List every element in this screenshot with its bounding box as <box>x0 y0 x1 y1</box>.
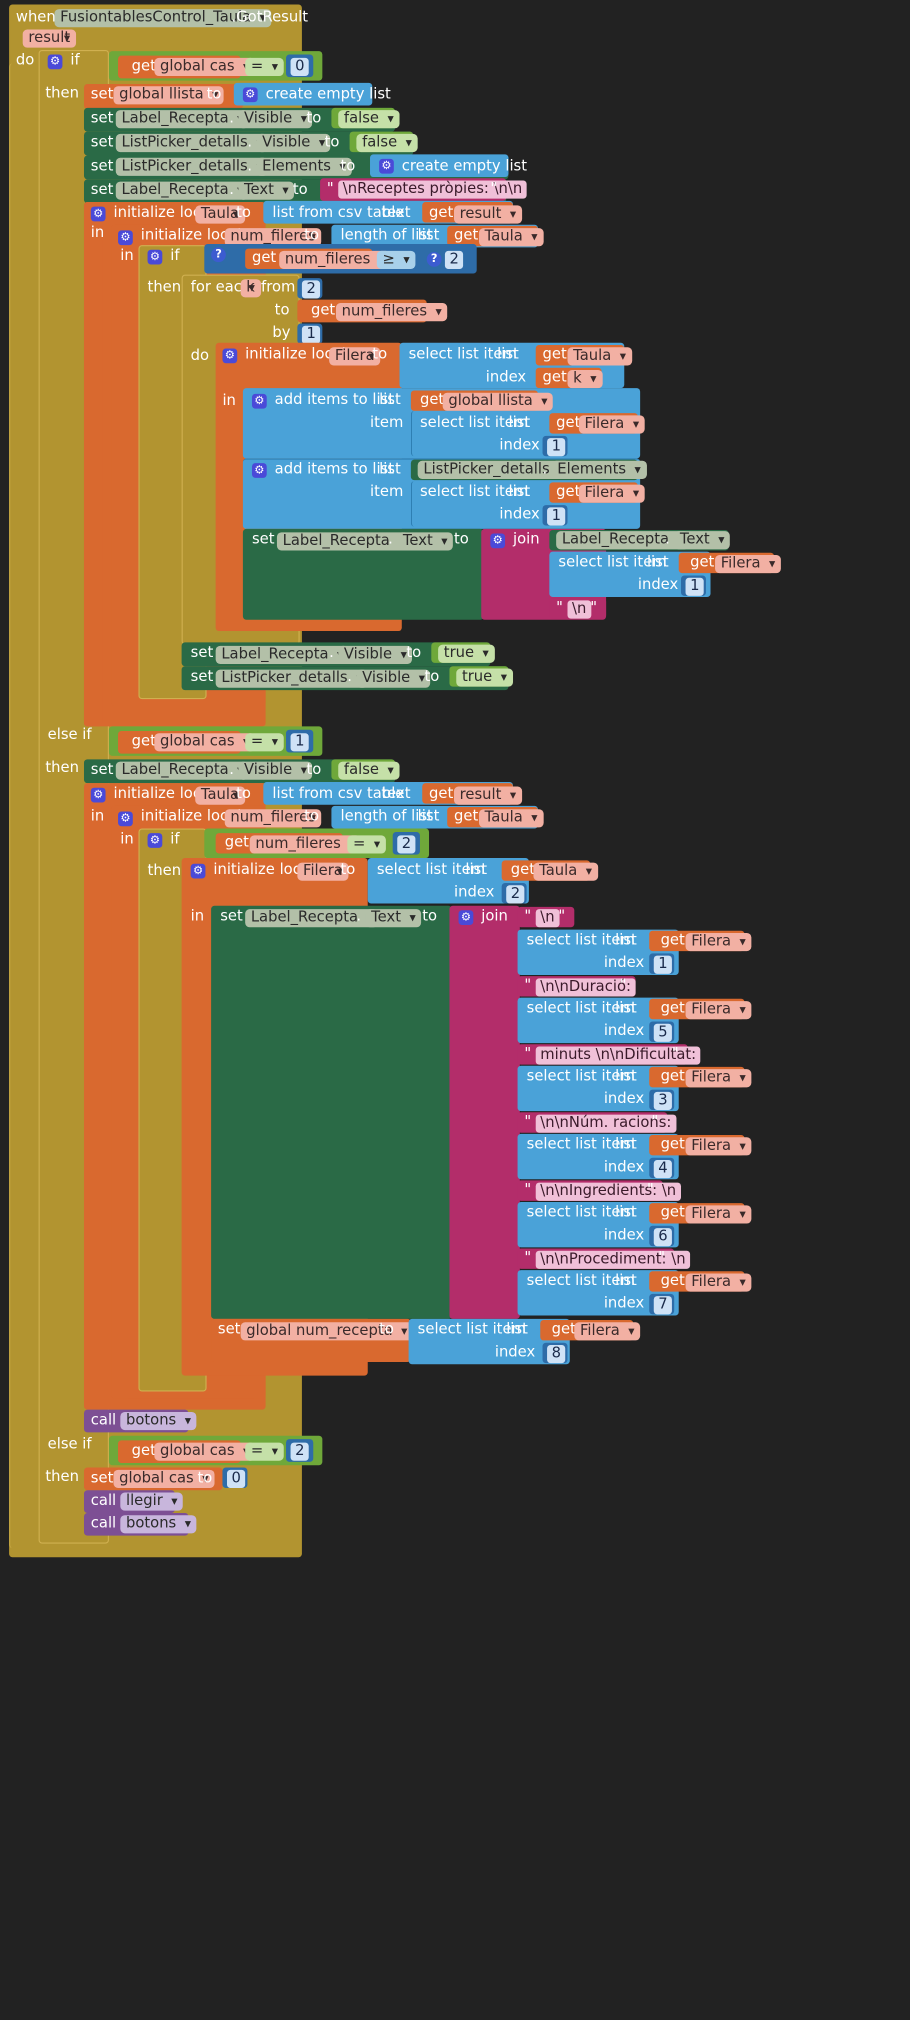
gear-icon[interactable]: ⚙ <box>90 787 106 803</box>
gear-icon[interactable]: ⚙ <box>251 393 267 409</box>
else-if-label-2: else if <box>47 1435 92 1453</box>
global-cas-dropdown[interactable]: global cas <box>154 57 256 77</box>
gte-dropdown[interactable]: ≥ <box>376 250 416 269</box>
gear-icon[interactable]: ⚙ <box>47 54 63 70</box>
equals-dropdown[interactable]: = <box>245 57 284 77</box>
then-label: then <box>45 85 79 103</box>
event-name: .GotResult <box>231 9 309 27</box>
gear-icon[interactable]: ⚙ <box>490 533 506 549</box>
component-dropdown[interactable]: FusiontablesControl_Taula <box>54 9 272 28</box>
gear-icon[interactable]: ⚙ <box>379 158 394 174</box>
string-receptes[interactable]: \nReceptes pròpies: \n\n <box>338 180 527 199</box>
gear-icon[interactable]: ⚙ <box>147 249 163 265</box>
do-label: do <box>15 52 35 70</box>
gear-icon[interactable]: ⚙ <box>242 87 258 103</box>
set-label-text-join-2[interactable] <box>211 905 452 1319</box>
else-if-label-1: else if <box>47 726 92 744</box>
when-label: when <box>15 9 56 27</box>
question-icon[interactable]: ? <box>211 247 226 263</box>
gear-icon[interactable]: ⚙ <box>222 348 238 364</box>
gear-icon[interactable]: ⚙ <box>90 206 106 222</box>
gear-icon[interactable]: ⚙ <box>147 833 163 848</box>
gear-icon[interactable]: ⚙ <box>118 230 133 246</box>
param-result[interactable]: result <box>22 29 76 48</box>
gear-icon[interactable]: ⚙ <box>251 463 267 478</box>
gear-icon[interactable]: ⚙ <box>458 910 474 926</box>
if-label: if <box>70 52 80 70</box>
gear-icon[interactable]: ⚙ <box>118 811 133 827</box>
question-icon[interactable]: ? <box>426 251 442 267</box>
create-empty-list-1[interactable] <box>233 82 373 106</box>
number-0[interactable]: 0 <box>290 57 310 77</box>
then-label-2: then <box>45 759 79 777</box>
gear-icon[interactable]: ⚙ <box>190 863 206 879</box>
create-empty-list-2[interactable] <box>370 154 509 178</box>
then-label-3: then <box>45 1468 79 1486</box>
join-block-2[interactable] <box>449 905 520 1319</box>
